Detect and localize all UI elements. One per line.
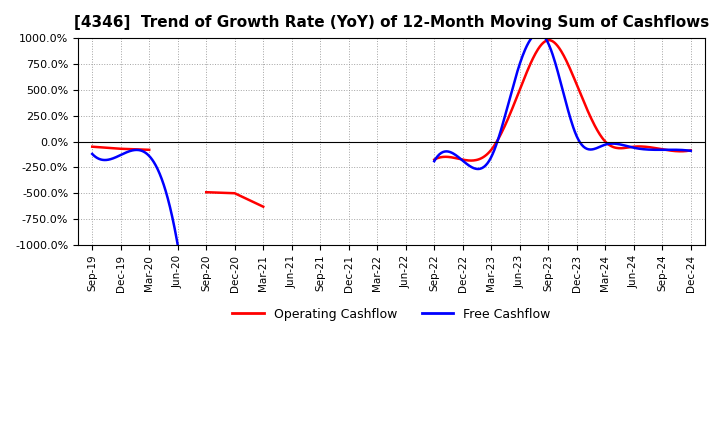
Operating Cashflow <box>117 146 125 151</box>
Free Cashflow <box>161 185 169 190</box>
Free Cashflow <box>132 147 141 153</box>
Free Cashflow <box>88 152 96 157</box>
Operating Cashflow <box>88 144 96 149</box>
Free Cashflow <box>139 149 148 154</box>
Legend: Operating Cashflow, Free Cashflow: Operating Cashflow, Free Cashflow <box>228 303 556 326</box>
Line: Operating Cashflow: Operating Cashflow <box>92 147 149 150</box>
Free Cashflow <box>88 151 96 157</box>
Free Cashflow <box>174 242 182 248</box>
Title: [4346]  Trend of Growth Rate (YoY) of 12-Month Moving Sum of Cashflows: [4346] Trend of Growth Rate (YoY) of 12-… <box>74 15 709 30</box>
Free Cashflow <box>140 150 149 155</box>
Operating Cashflow <box>145 147 153 152</box>
Free Cashflow <box>166 205 174 210</box>
Free Cashflow <box>139 149 148 154</box>
Line: Free Cashflow: Free Cashflow <box>92 150 178 245</box>
